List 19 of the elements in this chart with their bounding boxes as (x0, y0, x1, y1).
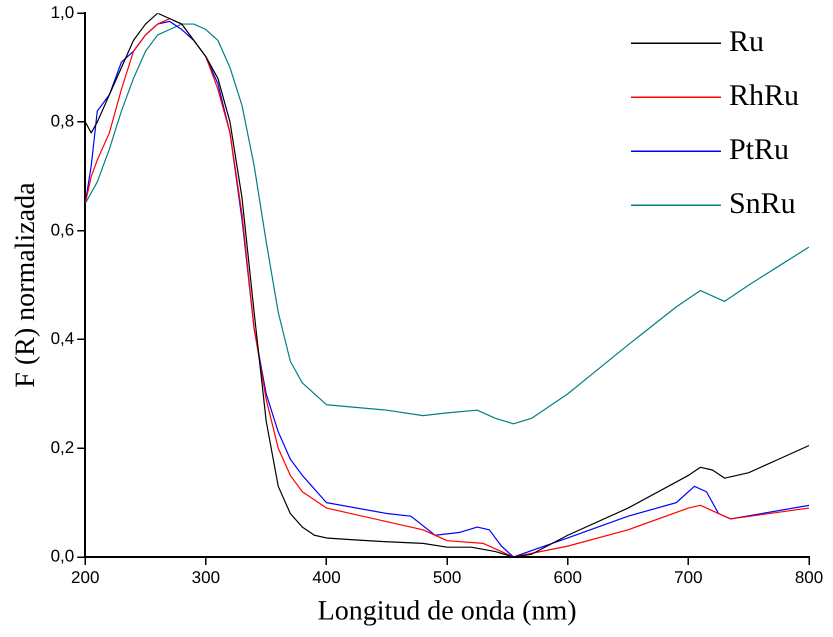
y-tick-label: 0,4 (50, 329, 74, 348)
x-tick-label: 300 (192, 568, 220, 587)
y-tick-label: 0,6 (50, 220, 74, 240)
x-axis-title: Longitud de onda (nm) (318, 596, 577, 627)
legend-label: PtRu (728, 133, 790, 166)
x-tick-label: 800 (794, 568, 824, 587)
x-tick-label: 600 (554, 568, 582, 587)
y-tick-label: 0,2 (50, 438, 74, 457)
x-tick-label: 200 (71, 568, 100, 587)
x-tick-label: 400 (312, 568, 341, 587)
y-tick-label: 1,0 (50, 2, 74, 22)
legend-label: RhRu (728, 79, 800, 112)
x-tick-label: 700 (674, 568, 703, 587)
legend-label: SnRu (728, 187, 796, 220)
x-tick-label: 500 (432, 568, 462, 587)
y-tick-label: 0,0 (50, 546, 74, 566)
legend-label: Ru (728, 25, 764, 58)
y-axis-title: F (R) normalizada (10, 182, 42, 388)
y-tick-label: 0,8 (50, 112, 74, 131)
